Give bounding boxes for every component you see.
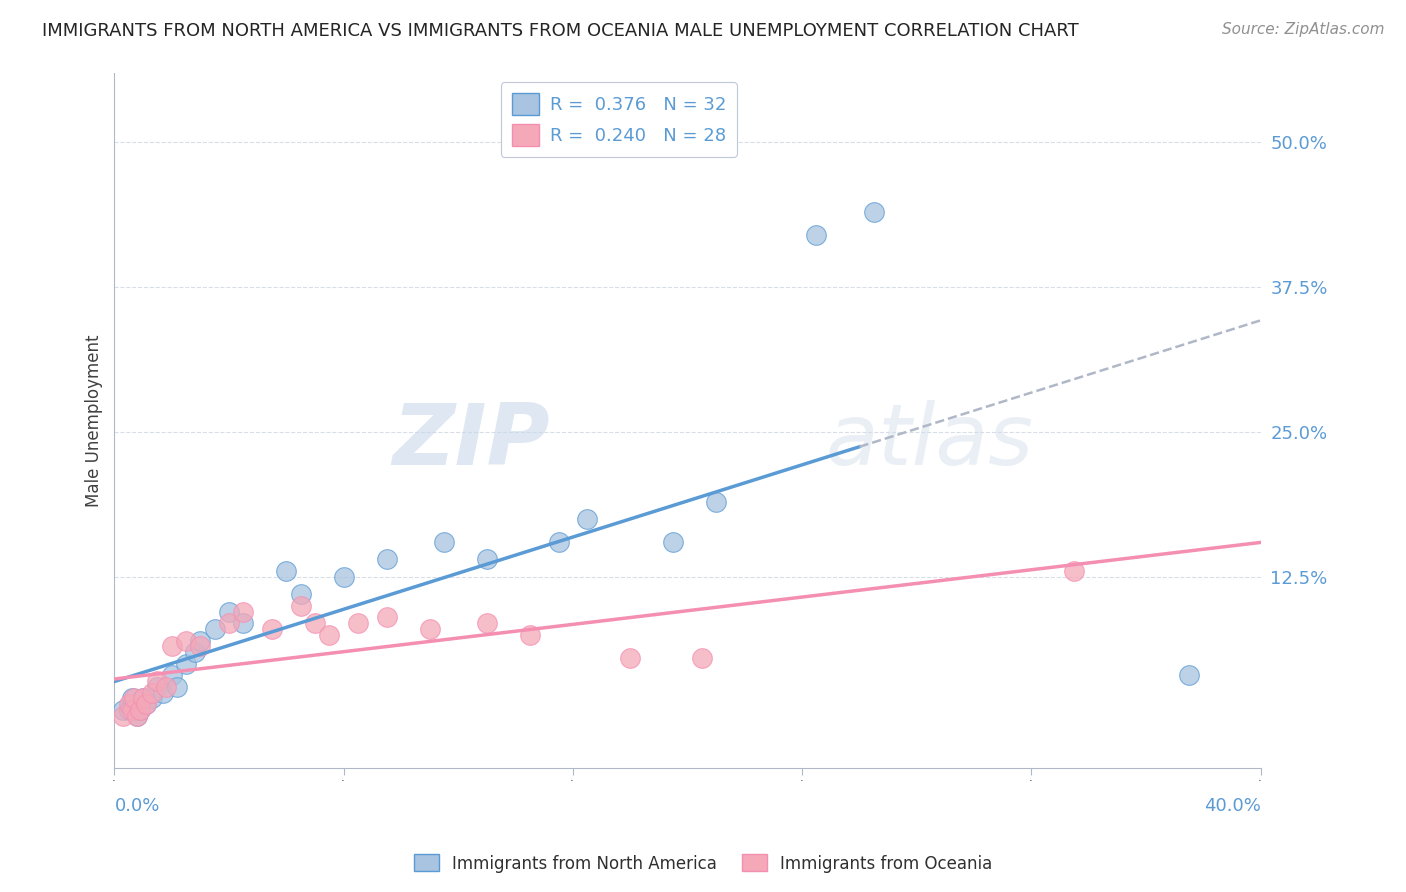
Legend: R =  0.376   N = 32, R =  0.240   N = 28: R = 0.376 N = 32, R = 0.240 N = 28 xyxy=(501,82,737,157)
Point xyxy=(135,698,157,712)
Text: 0.0%: 0.0% xyxy=(114,797,160,815)
Point xyxy=(862,205,884,219)
Text: 40.0%: 40.0% xyxy=(1204,797,1261,815)
Point xyxy=(121,691,143,706)
Point xyxy=(129,703,152,717)
Point xyxy=(218,605,240,619)
Point xyxy=(547,535,569,549)
Point xyxy=(304,616,326,631)
Point xyxy=(132,691,155,706)
Y-axis label: Male Unemployment: Male Unemployment xyxy=(86,334,103,507)
Point xyxy=(127,708,149,723)
Point xyxy=(232,605,254,619)
Point xyxy=(146,680,169,694)
Point xyxy=(124,703,146,717)
Point xyxy=(190,633,212,648)
Point xyxy=(475,552,498,566)
Point xyxy=(174,657,197,671)
Point xyxy=(129,703,152,717)
Point xyxy=(160,640,183,654)
Point xyxy=(118,703,141,717)
Point xyxy=(576,512,599,526)
Point xyxy=(704,494,727,508)
Point xyxy=(152,686,174,700)
Text: IMMIGRANTS FROM NORTH AMERICA VS IMMIGRANTS FROM OCEANIA MALE UNEMPLOYMENT CORRE: IMMIGRANTS FROM NORTH AMERICA VS IMMIGRA… xyxy=(42,22,1078,40)
Point xyxy=(232,616,254,631)
Point xyxy=(276,564,298,578)
Point xyxy=(218,616,240,631)
Point xyxy=(166,680,188,694)
Point xyxy=(135,698,157,712)
Point xyxy=(146,674,169,689)
Text: Source: ZipAtlas.com: Source: ZipAtlas.com xyxy=(1222,22,1385,37)
Point xyxy=(204,622,226,636)
Point xyxy=(290,587,312,601)
Point xyxy=(1178,668,1201,682)
Point xyxy=(519,628,541,642)
Text: ZIP: ZIP xyxy=(392,400,550,483)
Text: atlas: atlas xyxy=(825,400,1033,483)
Point xyxy=(155,680,177,694)
Point xyxy=(419,622,441,636)
Point xyxy=(121,703,143,717)
Point xyxy=(111,708,134,723)
Point xyxy=(475,616,498,631)
Legend: Immigrants from North America, Immigrants from Oceania: Immigrants from North America, Immigrant… xyxy=(406,847,1000,880)
Point xyxy=(662,535,685,549)
Point xyxy=(141,691,163,706)
Point xyxy=(141,686,163,700)
Point xyxy=(619,651,641,665)
Point xyxy=(111,703,134,717)
Point xyxy=(433,535,456,549)
Point xyxy=(160,668,183,682)
Point xyxy=(183,645,205,659)
Point xyxy=(332,570,354,584)
Point xyxy=(375,552,398,566)
Point xyxy=(124,691,146,706)
Point xyxy=(375,610,398,624)
Point xyxy=(347,616,370,631)
Point xyxy=(190,640,212,654)
Point xyxy=(1063,564,1085,578)
Point xyxy=(690,651,713,665)
Point xyxy=(260,622,283,636)
Point xyxy=(127,708,149,723)
Point xyxy=(132,691,155,706)
Point xyxy=(290,599,312,613)
Point xyxy=(174,633,197,648)
Point xyxy=(806,228,828,243)
Point xyxy=(318,628,340,642)
Point xyxy=(118,698,141,712)
